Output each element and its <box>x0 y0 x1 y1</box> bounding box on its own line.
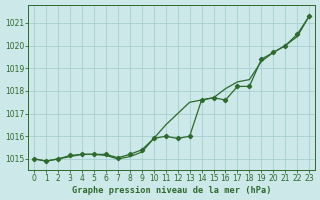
X-axis label: Graphe pression niveau de la mer (hPa): Graphe pression niveau de la mer (hPa) <box>72 186 271 195</box>
